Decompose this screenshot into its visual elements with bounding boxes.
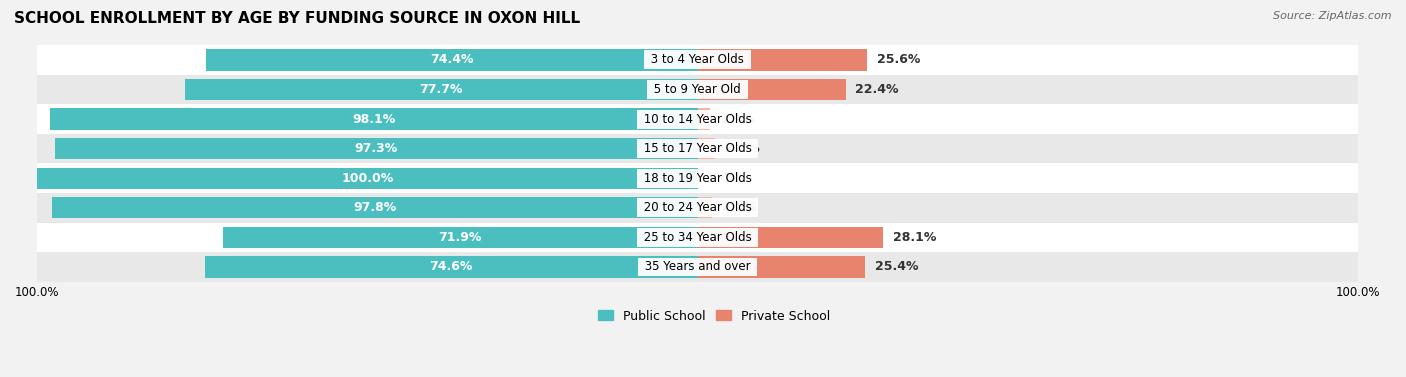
Text: 20 to 24 Year Olds: 20 to 24 Year Olds <box>640 201 755 215</box>
Bar <box>37 222 1358 252</box>
Text: 25.6%: 25.6% <box>876 54 920 66</box>
Bar <box>37 75 1358 104</box>
Bar <box>697 79 845 100</box>
Text: 5 to 9 Year Old: 5 to 9 Year Old <box>651 83 745 96</box>
Bar <box>184 79 697 100</box>
Bar <box>37 252 1358 282</box>
Text: 98.1%: 98.1% <box>352 113 395 126</box>
Bar <box>37 134 1358 164</box>
Bar <box>37 193 1358 222</box>
Text: 2.2%: 2.2% <box>723 201 756 215</box>
Bar <box>222 227 697 248</box>
Legend: Public School, Private School: Public School, Private School <box>593 305 835 328</box>
Text: 15 to 17 Year Olds: 15 to 17 Year Olds <box>640 142 755 155</box>
Text: Source: ZipAtlas.com: Source: ZipAtlas.com <box>1274 11 1392 21</box>
Text: 100.0%: 100.0% <box>342 172 394 185</box>
Bar <box>697 49 866 70</box>
Bar <box>49 109 697 130</box>
Bar <box>52 197 697 219</box>
Bar <box>697 256 865 277</box>
Bar <box>37 45 1358 75</box>
Text: 28.1%: 28.1% <box>893 231 936 244</box>
Text: 22.4%: 22.4% <box>855 83 898 96</box>
Text: 3 to 4 Year Olds: 3 to 4 Year Olds <box>647 54 748 66</box>
Bar <box>55 138 697 159</box>
Text: 74.4%: 74.4% <box>430 54 474 66</box>
Text: 0.0%: 0.0% <box>707 172 742 185</box>
Text: 35 Years and over: 35 Years and over <box>641 261 754 273</box>
Text: 1.9%: 1.9% <box>720 113 755 126</box>
Text: 97.3%: 97.3% <box>354 142 398 155</box>
Text: 18 to 19 Year Olds: 18 to 19 Year Olds <box>640 172 755 185</box>
Text: 77.7%: 77.7% <box>419 83 463 96</box>
Bar <box>205 256 697 277</box>
Text: 97.8%: 97.8% <box>353 201 396 215</box>
Text: SCHOOL ENROLLMENT BY AGE BY FUNDING SOURCE IN OXON HILL: SCHOOL ENROLLMENT BY AGE BY FUNDING SOUR… <box>14 11 581 26</box>
Bar <box>697 109 710 130</box>
Text: 74.6%: 74.6% <box>430 261 472 273</box>
Text: 25.4%: 25.4% <box>876 261 918 273</box>
Text: 71.9%: 71.9% <box>439 231 482 244</box>
Bar <box>207 49 697 70</box>
Bar <box>697 227 883 248</box>
Text: 25 to 34 Year Olds: 25 to 34 Year Olds <box>640 231 755 244</box>
Text: 2.7%: 2.7% <box>725 142 761 155</box>
Bar <box>697 197 713 219</box>
Bar <box>37 164 1358 193</box>
Bar <box>37 168 697 189</box>
Bar <box>697 138 716 159</box>
Bar <box>37 104 1358 134</box>
Text: 10 to 14 Year Olds: 10 to 14 Year Olds <box>640 113 755 126</box>
